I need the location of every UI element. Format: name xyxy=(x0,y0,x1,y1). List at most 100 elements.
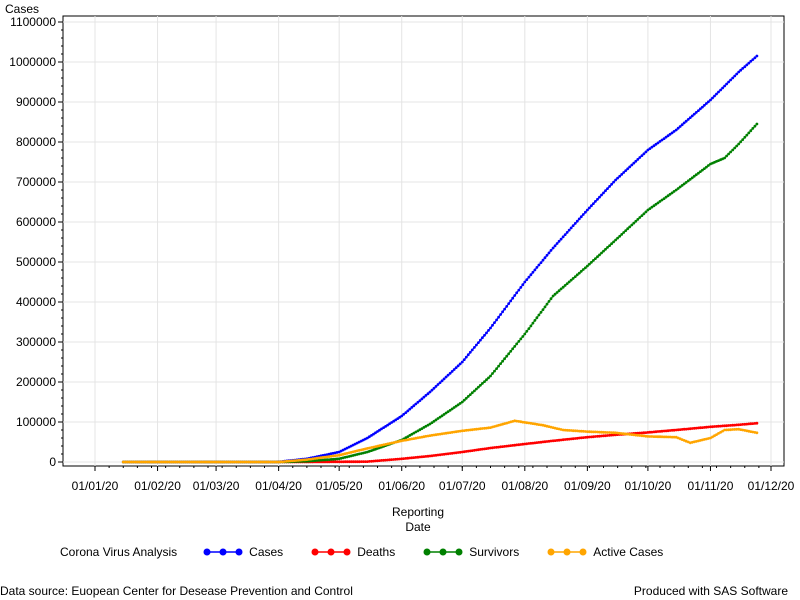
data-point-survivors xyxy=(731,148,735,152)
data-point-survivors xyxy=(729,150,732,154)
data-point-active-cases xyxy=(178,460,182,464)
data-point-active-cases xyxy=(196,460,200,464)
data-point-deaths xyxy=(355,460,359,464)
x-tick-label: 01/08/20 xyxy=(501,479,548,493)
data-point-survivors xyxy=(594,257,597,260)
data-point-survivors xyxy=(664,195,668,199)
legend-swatch-active-cases xyxy=(547,548,587,556)
data-point-deaths xyxy=(458,450,462,454)
data-point-survivors xyxy=(479,383,482,387)
data-point-active-cases xyxy=(166,460,170,464)
data-point-active-cases xyxy=(200,460,204,464)
data-point-deaths xyxy=(662,429,666,433)
data-point-survivors xyxy=(586,264,589,268)
data-point-active-cases xyxy=(158,460,162,464)
data-point-cases xyxy=(458,362,462,366)
data-point-deaths xyxy=(364,460,367,463)
data-point-survivors xyxy=(446,410,450,413)
data-point-active-cases xyxy=(638,434,642,437)
data-point-cases xyxy=(636,158,640,161)
data-point-deaths xyxy=(650,430,654,434)
data-point-active-cases xyxy=(345,451,349,455)
data-point-cases xyxy=(727,80,730,84)
data-point-cases xyxy=(731,76,735,80)
data-point-survivors xyxy=(598,253,601,257)
data-point-cases xyxy=(473,346,476,349)
data-point-survivors xyxy=(501,359,504,363)
y-tick-label: 900000 xyxy=(16,95,56,109)
data-point-survivors xyxy=(549,297,553,301)
data-point-survivors xyxy=(727,152,730,156)
data-point-active-cases xyxy=(224,460,228,464)
data-point-deaths xyxy=(503,445,506,448)
data-point-active-cases xyxy=(549,425,553,429)
data-point-cases xyxy=(749,59,753,63)
data-point-deaths xyxy=(331,460,335,464)
data-point-deaths xyxy=(347,460,351,464)
data-point-cases xyxy=(658,140,662,143)
data-point-survivors xyxy=(523,332,527,336)
data-point-cases xyxy=(590,204,593,208)
y-tick-label: 500000 xyxy=(16,255,56,269)
data-point-cases xyxy=(662,137,666,141)
data-point-survivors xyxy=(466,395,470,398)
data-point-cases xyxy=(487,329,490,332)
x-tick-label: 01/01/20 xyxy=(72,479,119,493)
data-point-cases xyxy=(561,235,565,239)
data-point-survivors xyxy=(575,273,579,277)
data-point-active-cases xyxy=(741,428,745,432)
data-point-active-cases xyxy=(565,428,569,432)
data-point-deaths xyxy=(368,460,371,463)
data-point-cases xyxy=(674,128,678,132)
data-point-cases xyxy=(634,159,638,163)
y-tick-label: 200000 xyxy=(16,375,56,389)
data-point-survivors xyxy=(577,271,581,275)
data-point-cases xyxy=(408,407,412,411)
data-point-cases xyxy=(430,388,434,392)
data-point-cases xyxy=(686,118,690,121)
data-point-cases xyxy=(713,94,716,98)
data-point-active-cases xyxy=(257,460,260,464)
data-point-survivors xyxy=(680,184,684,187)
data-point-survivors xyxy=(493,369,496,373)
data-point-cases xyxy=(575,219,579,223)
data-point-cases xyxy=(747,61,751,65)
data-point-active-cases xyxy=(755,431,759,435)
data-point-active-cases xyxy=(148,460,151,464)
data-point-active-cases xyxy=(588,430,591,434)
legend-swatch-cases xyxy=(203,548,243,556)
data-point-survivors xyxy=(699,170,702,174)
data-point-survivors xyxy=(475,387,478,391)
data-point-cases xyxy=(642,152,646,156)
legend: Corona Virus Analysis Cases Deaths Survi… xyxy=(60,543,691,561)
data-point-cases xyxy=(596,197,599,201)
data-point-cases xyxy=(638,156,642,159)
data-point-survivors xyxy=(725,154,728,158)
data-point-active-cases xyxy=(503,422,506,425)
legend-item-deaths: Deaths xyxy=(311,545,395,559)
legend-label-cases: Cases xyxy=(249,545,284,559)
data-point-active-cases xyxy=(600,430,603,434)
x-tick-label: 01/06/20 xyxy=(378,479,425,493)
data-point-cases xyxy=(725,82,728,86)
data-point-active-cases xyxy=(648,435,652,438)
data-point-survivors xyxy=(456,403,460,407)
data-point-deaths xyxy=(755,421,759,425)
data-point-survivors xyxy=(579,269,583,273)
data-point-cases xyxy=(741,67,745,70)
data-point-cases xyxy=(335,451,339,454)
data-point-survivors xyxy=(499,362,502,365)
data-point-cases xyxy=(462,358,466,361)
data-point-survivors xyxy=(686,179,690,183)
data-point-survivors xyxy=(535,316,539,320)
data-point-active-cases xyxy=(249,460,252,464)
data-point-cases xyxy=(577,217,581,221)
data-point-cases xyxy=(515,291,519,295)
data-point-deaths xyxy=(751,422,755,425)
data-point-survivors xyxy=(432,419,436,423)
data-point-active-cases xyxy=(154,460,157,464)
data-point-survivors xyxy=(509,349,513,353)
data-point-survivors xyxy=(503,357,506,361)
data-point-cases xyxy=(481,336,484,340)
data-point-survivors xyxy=(430,421,434,424)
